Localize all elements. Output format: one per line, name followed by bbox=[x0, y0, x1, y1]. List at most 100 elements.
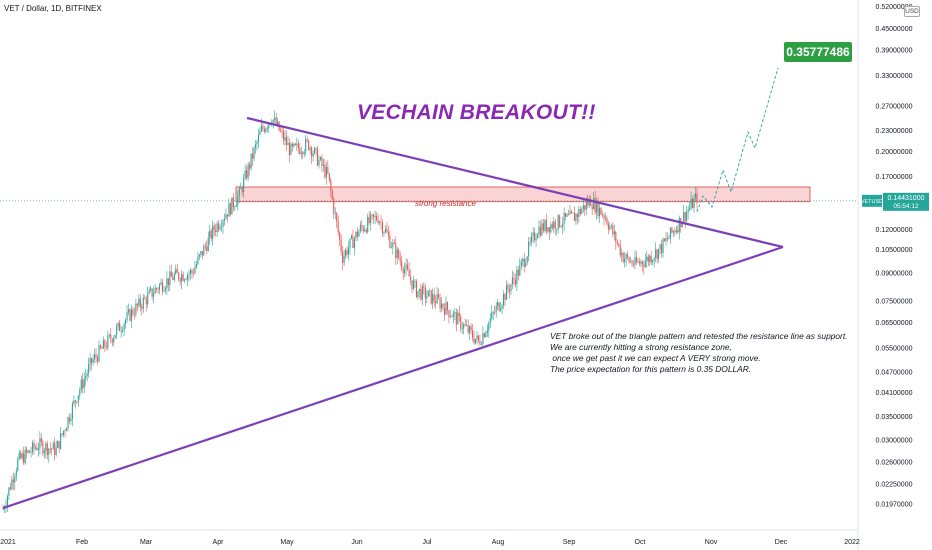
candle-body bbox=[477, 335, 480, 341]
candle-body bbox=[215, 230, 217, 232]
y-tick-label: 0.01970000 bbox=[876, 501, 913, 508]
candle-body bbox=[377, 219, 379, 223]
candle-body bbox=[108, 334, 110, 336]
candle-body bbox=[302, 152, 304, 155]
candle-body bbox=[55, 447, 57, 455]
y-tick-label: 0.02600000 bbox=[876, 459, 913, 466]
candle-body bbox=[501, 305, 503, 309]
candle-body bbox=[288, 142, 291, 155]
candle-body bbox=[659, 244, 661, 250]
candle-body bbox=[123, 323, 125, 331]
candle-body bbox=[662, 238, 664, 254]
headline-text: VECHAIN BREAKOUT!! bbox=[357, 101, 596, 124]
candle-body bbox=[24, 449, 26, 464]
candle-body bbox=[93, 354, 96, 360]
candle-body bbox=[265, 128, 267, 132]
candle-body bbox=[559, 215, 561, 227]
candle-body bbox=[6, 496, 8, 506]
candle-body bbox=[435, 301, 437, 304]
candle-body bbox=[51, 448, 53, 450]
candle-body bbox=[136, 303, 138, 306]
candle-body bbox=[531, 235, 533, 242]
candle-body bbox=[632, 264, 635, 266]
candle-body bbox=[213, 225, 215, 231]
candle-body bbox=[454, 312, 456, 313]
candle-body bbox=[316, 149, 319, 166]
candle-body bbox=[172, 276, 174, 280]
candle-body bbox=[17, 458, 19, 471]
candle-body bbox=[581, 209, 583, 214]
candle-body bbox=[246, 170, 248, 179]
candle-body bbox=[48, 448, 50, 456]
candle-body bbox=[76, 401, 78, 403]
candle-body bbox=[86, 373, 88, 377]
candle-body bbox=[126, 312, 128, 320]
candle-body bbox=[104, 340, 106, 347]
candle-body bbox=[395, 243, 397, 259]
candle-body bbox=[206, 246, 208, 251]
candle-body bbox=[170, 271, 172, 277]
candle-body bbox=[535, 238, 537, 241]
candle-body bbox=[23, 453, 25, 464]
x-tick-label: Jun bbox=[351, 539, 362, 546]
candle-body bbox=[219, 227, 221, 230]
candle-body bbox=[240, 188, 242, 189]
candle-body bbox=[80, 379, 82, 390]
candle-body bbox=[20, 452, 22, 459]
y-tick-label: 0.09000000 bbox=[876, 271, 913, 278]
candle-body bbox=[349, 238, 351, 248]
candle-body bbox=[588, 198, 590, 206]
candle-body bbox=[433, 294, 435, 302]
candle-body bbox=[156, 288, 158, 289]
candle-body bbox=[500, 308, 502, 311]
candle-body bbox=[113, 338, 115, 343]
candle-body bbox=[54, 443, 56, 455]
candle-body bbox=[274, 117, 276, 120]
candle-body bbox=[29, 450, 31, 453]
candle-body bbox=[674, 231, 676, 233]
candle-body bbox=[74, 400, 76, 402]
candle-body bbox=[331, 190, 333, 200]
candle-body bbox=[600, 207, 602, 215]
candle-body bbox=[432, 294, 434, 304]
candle-body bbox=[616, 242, 618, 244]
candle-body bbox=[677, 229, 679, 233]
candle-body bbox=[579, 209, 581, 214]
candle-body bbox=[541, 223, 543, 236]
note-line: once we get past it we can expect A VERY… bbox=[550, 353, 761, 363]
candle-body bbox=[333, 199, 335, 214]
candle-body bbox=[342, 251, 344, 263]
candle-body bbox=[364, 229, 366, 231]
candle-body bbox=[185, 279, 187, 281]
candle-body bbox=[424, 287, 426, 299]
candle-body bbox=[504, 294, 506, 300]
candle-body bbox=[436, 294, 438, 304]
candle-body bbox=[472, 330, 474, 338]
candle-body bbox=[585, 201, 587, 210]
candle-body bbox=[175, 269, 177, 275]
candle-body bbox=[30, 451, 32, 453]
candle-body bbox=[519, 265, 521, 276]
candle-body bbox=[690, 199, 692, 208]
candle-body bbox=[61, 433, 63, 435]
candle-body bbox=[528, 241, 530, 257]
candle-body bbox=[235, 205, 237, 207]
candle-body bbox=[141, 306, 143, 309]
candle-body bbox=[212, 225, 214, 239]
candle-body bbox=[14, 476, 16, 483]
candle-body bbox=[480, 344, 482, 345]
candle-body bbox=[15, 470, 17, 477]
y-tick-label: 0.23000000 bbox=[876, 128, 913, 135]
candle-body bbox=[110, 334, 112, 340]
x-tick-label: Apr bbox=[213, 539, 225, 546]
candle-body bbox=[117, 322, 119, 327]
y-tick-label: 0.03000000 bbox=[876, 438, 913, 445]
currency-badge[interactable]: USD bbox=[904, 6, 920, 17]
candle-body bbox=[67, 417, 69, 429]
candle-body bbox=[562, 224, 564, 227]
candle-body bbox=[322, 164, 324, 166]
candle-body bbox=[223, 218, 226, 221]
candle-body bbox=[483, 333, 485, 338]
candle-body bbox=[584, 205, 586, 210]
